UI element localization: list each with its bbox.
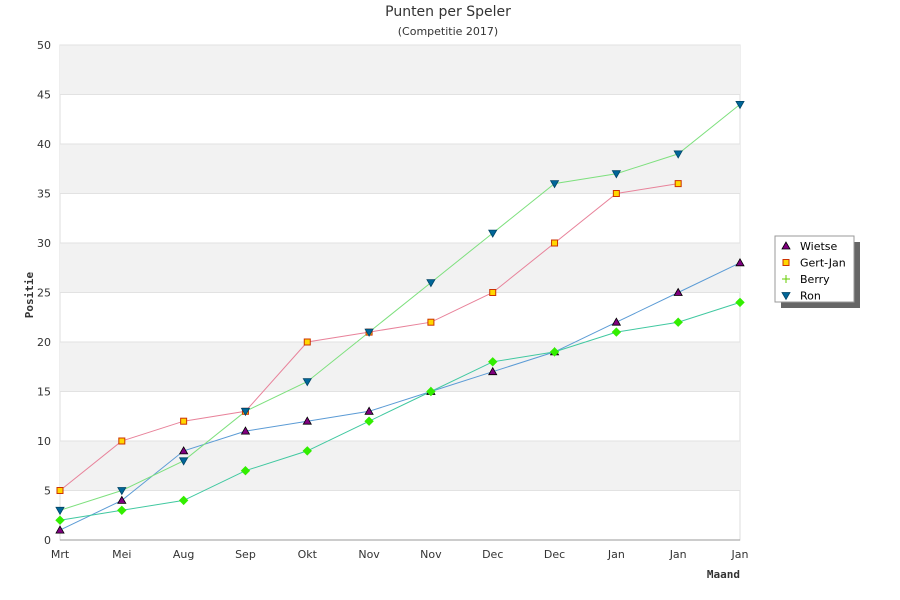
data-point-berry <box>302 446 312 456</box>
data-point-wietse <box>611 317 622 326</box>
data-point-ron <box>673 150 683 159</box>
grid-band <box>60 45 740 95</box>
x-axis-ticks: Mrt Mei Aug Sep Okt Nov Nov Dec Dec Jan Jan Jan <box>51 548 749 561</box>
data-point-gert-jan <box>489 289 497 296</box>
data-point-gert-jan <box>56 487 64 494</box>
y-tick-label: 40 <box>37 138 51 151</box>
data-point-wietse <box>178 446 189 455</box>
data-point-gert-jan <box>303 338 311 346</box>
x-tick-label: Sep <box>235 548 256 561</box>
data-point-berry <box>488 357 498 367</box>
y-axis-label: Positie <box>23 271 36 318</box>
grid-band <box>60 144 740 194</box>
data-point-ron <box>240 407 251 417</box>
legend-label-wietse: Wietse <box>800 240 838 253</box>
grid-band <box>60 441 740 491</box>
data-point-ron <box>611 170 622 179</box>
y-axis-ticks: 0 5 10 15 20 25 30 35 40 45 50 <box>37 39 51 547</box>
data-point-berry <box>55 515 65 525</box>
x-tick-label: Mei <box>112 548 131 561</box>
series-line-berry <box>59 301 741 521</box>
y-tick-label: 10 <box>37 435 51 448</box>
data-point-berry <box>240 465 251 476</box>
legend-marker-berry <box>782 275 790 283</box>
data-point-berry <box>117 505 127 516</box>
data-point-gert-jan <box>551 239 559 247</box>
data-point-berry <box>673 317 683 327</box>
plot-background <box>59 44 741 541</box>
data-point-ron <box>178 457 189 466</box>
data-point-gert-jan <box>118 437 126 445</box>
data-point-berry <box>549 347 560 357</box>
data-point-berry <box>426 386 436 397</box>
data-point-ron <box>735 101 745 110</box>
x-tick-label: Okt <box>298 548 318 561</box>
grid-band <box>60 342 740 392</box>
y-tick-label: 5 <box>44 485 51 498</box>
data-point-ron <box>302 378 312 387</box>
legend-marker-gert-jan <box>782 259 790 266</box>
y-tick-label: 45 <box>37 89 51 102</box>
data-point-berry <box>735 297 745 308</box>
data-point-wietse <box>55 525 65 534</box>
data-point-ron <box>549 180 560 189</box>
chart-subtitle: (Competitie 2017) <box>398 25 498 38</box>
y-tick-label: 0 <box>44 534 51 547</box>
series-line-ron <box>59 104 741 511</box>
legend-items: Wietse Gert-Jan Berry Ron <box>781 240 846 303</box>
x-tick-label: Jan <box>607 548 625 561</box>
data-point-wietse <box>673 287 683 296</box>
x-tick-label: Jan <box>669 548 687 561</box>
series-line-wietse <box>59 262 741 531</box>
data-point-wietse <box>488 366 498 376</box>
legend-label-gert-jan: Gert-Jan <box>800 257 846 270</box>
data-point-berry <box>364 416 374 426</box>
data-point-berry <box>178 495 189 506</box>
data-point-ron <box>426 279 436 288</box>
x-tick-label: Mrt <box>51 548 70 561</box>
y-tick-label: 15 <box>37 386 51 399</box>
data-point-wietse <box>240 426 251 435</box>
chart-title: Punten per Speler <box>385 4 511 20</box>
x-tick-label: Jan <box>731 548 749 561</box>
series-lines <box>55 101 745 534</box>
y-tick-label: 20 <box>37 336 51 349</box>
data-point-wietse <box>364 406 374 415</box>
x-tick-label: Dec <box>544 548 565 561</box>
legend-marker-ron <box>781 292 791 301</box>
legend-label-berry: Berry <box>800 273 830 286</box>
data-point-berry <box>611 327 622 337</box>
x-axis-label: Maand <box>707 568 740 581</box>
y-tick-label: 30 <box>37 237 51 250</box>
x-tick-label: Nov <box>420 548 442 561</box>
legend-marker-wietse <box>781 241 791 250</box>
x-tick-label: Dec <box>482 548 503 561</box>
x-tick-label: Aug <box>173 548 194 561</box>
grid-band <box>60 243 740 293</box>
data-point-gert-jan <box>612 190 620 197</box>
data-point-wietse <box>735 257 745 267</box>
y-tick-label: 35 <box>37 188 51 201</box>
legend-label-ron: Ron <box>800 290 821 303</box>
data-point-ron <box>55 506 65 516</box>
data-point-ron <box>488 229 498 238</box>
data-point-wietse <box>117 495 127 504</box>
y-tick-label: 25 <box>37 287 51 300</box>
data-point-gert-jan <box>674 180 682 188</box>
data-point-ron <box>117 487 127 496</box>
data-point-gert-jan <box>180 417 188 425</box>
x-tick-label: Nov <box>358 548 380 561</box>
data-point-wietse <box>302 416 312 425</box>
data-point-gert-jan <box>427 318 435 326</box>
y-tick-label: 50 <box>37 39 51 52</box>
legend: Wietse Gert-Jan Berry Ron <box>774 235 860 308</box>
data-point-ron <box>364 328 374 337</box>
